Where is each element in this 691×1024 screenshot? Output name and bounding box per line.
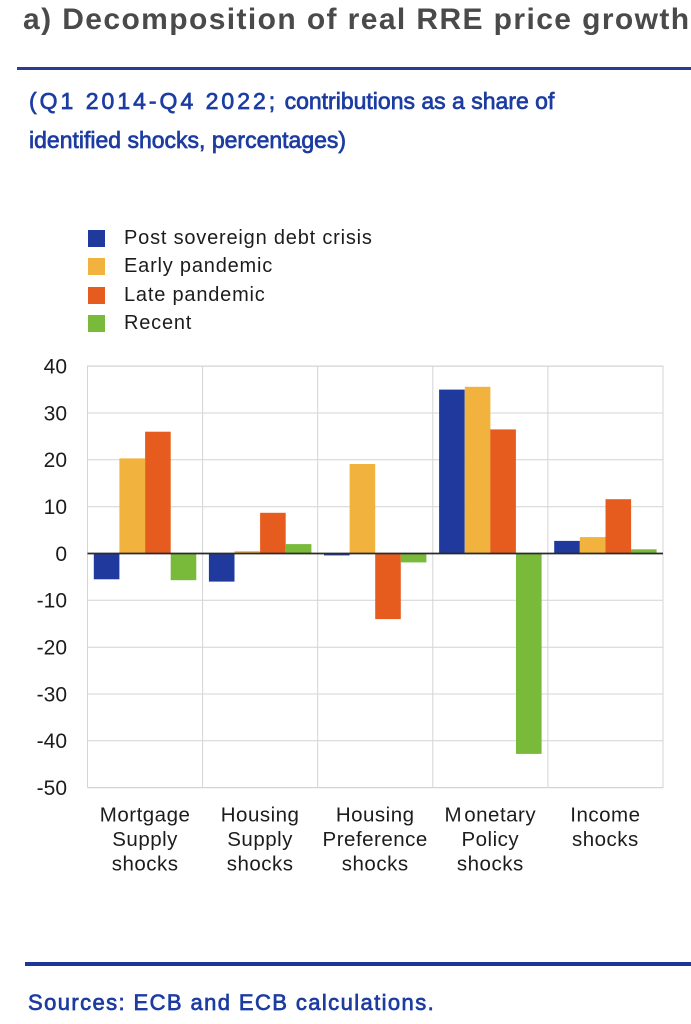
svg-text:0: 0 [55, 543, 67, 566]
svg-text:shocks: shocks [227, 853, 294, 876]
svg-text:Supply: Supply [227, 828, 293, 851]
svg-text:shocks: shocks [457, 853, 524, 876]
svg-text:10: 10 [44, 496, 67, 519]
svg-text:Income: Income [570, 804, 640, 827]
svg-text:M onetary: M onetary [444, 804, 536, 827]
svg-text:-10: -10 [37, 590, 67, 613]
svg-text:Housing: Housing [336, 804, 415, 827]
svg-text:20: 20 [44, 449, 67, 472]
svg-text:-20: -20 [37, 637, 67, 660]
svg-text:shocks: shocks [572, 828, 639, 851]
svg-text:Housing: Housing [221, 804, 300, 827]
svg-text:shocks: shocks [112, 853, 179, 876]
svg-text:-30: -30 [37, 683, 67, 706]
svg-text:Policy: Policy [461, 828, 519, 851]
svg-text:shocks: shocks [342, 853, 409, 876]
svg-text:Supply: Supply [112, 828, 178, 851]
svg-text:Preference: Preference [323, 828, 428, 851]
svg-text:40: 40 [44, 356, 67, 379]
svg-text:-50: -50 [37, 777, 67, 800]
svg-text:30: 30 [44, 402, 67, 425]
svg-text:Mortgage: Mortgage [100, 804, 191, 827]
svg-text:-40: -40 [37, 730, 67, 753]
